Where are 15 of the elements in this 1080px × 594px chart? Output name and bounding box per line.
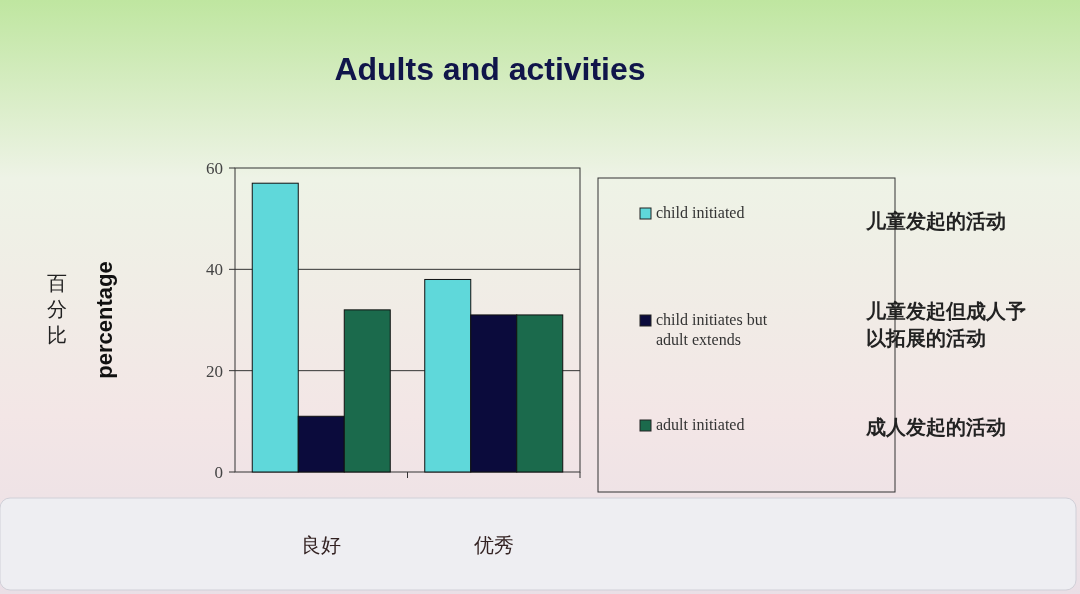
title: Adults and activities [334,51,646,87]
x-tick-label: 优秀 [473,534,514,556]
text: 百分比 [47,272,67,346]
legend-label: child initiates but adult extends [656,311,768,348]
y-tick-label: 40 [206,260,223,280]
y-tick-label: 20 [206,361,223,381]
y-tick-label: 0 [214,463,223,482]
legend-label: child initiated [656,204,745,221]
text: 儿童发起但成人予以拓展的活动 [865,300,1026,349]
text: 成人发起的活动 [865,416,1006,438]
x-tick-label: 良好 [301,534,342,556]
text: 儿童发起的活动 [865,210,1006,232]
y-tick-label: 60 [206,159,223,178]
legend-label: adult initiated [656,416,745,433]
y-axis-title: percentage [92,261,117,379]
